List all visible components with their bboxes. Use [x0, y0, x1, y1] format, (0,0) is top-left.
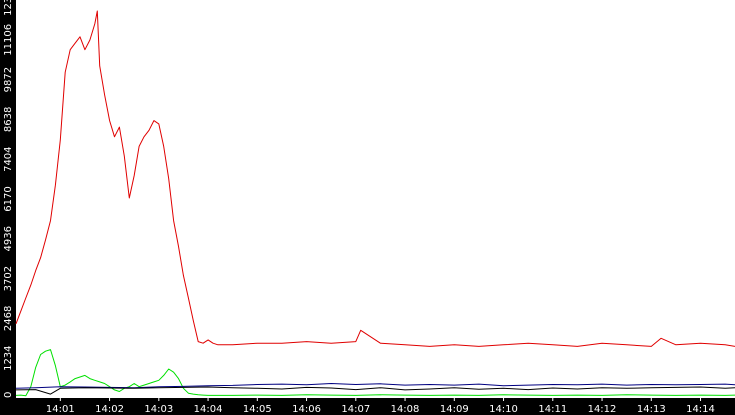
series-line-1 — [15, 10, 735, 347]
series-line-2 — [15, 349, 735, 397]
y-tick-label: 1234 — [3, 345, 14, 370]
x-axis: 14:01 14:02 14:03 14:04 14:05 14:06 14:07 14:08… — [46, 398, 715, 415]
series-layer — [15, 10, 735, 397]
x-tick-label: 14:08 — [391, 404, 420, 415]
y-tick-label: 9872 — [3, 67, 14, 92]
y-tick-label: 12340 — [3, 0, 14, 16]
x-tick-label: 14:06 — [292, 404, 321, 415]
x-tick-label: 14:11 — [538, 404, 567, 415]
y-tick-label: 4936 — [3, 226, 14, 251]
y-tick-label: 7404 — [3, 146, 14, 171]
x-tick-label: 14:02 — [95, 404, 124, 415]
plot-area — [16, 0, 735, 398]
y-tick-label: 3702 — [3, 266, 14, 291]
x-tick-label: 14:09 — [440, 404, 469, 415]
series-line-3 — [15, 383, 735, 389]
x-tick-label: 14:03 — [144, 404, 173, 415]
x-tick-label: 14:14 — [686, 404, 715, 415]
x-tick-label: 14:05 — [243, 404, 272, 415]
y-tick-label: 2468 — [3, 306, 14, 331]
y-tick-label: 11106 — [3, 24, 14, 56]
x-tick-label: 14:07 — [341, 404, 370, 415]
x-tick-label: 14:10 — [489, 404, 518, 415]
y-tick-label: 8638 — [3, 107, 14, 132]
x-tick-label: 14:12 — [588, 404, 617, 415]
y-tick-label: 0 — [3, 392, 14, 398]
x-tick-label: 14:01 — [46, 404, 75, 415]
series-line-4 — [15, 386, 735, 395]
x-tick-label: 14:13 — [637, 404, 666, 415]
y-tick-label: 6170 — [3, 186, 14, 211]
x-tick-label: 14:04 — [194, 404, 223, 415]
y-axis: 0 1234 2468 3702 4936 6170 7404 8638 9872 11106 12… — [3, 0, 14, 398]
